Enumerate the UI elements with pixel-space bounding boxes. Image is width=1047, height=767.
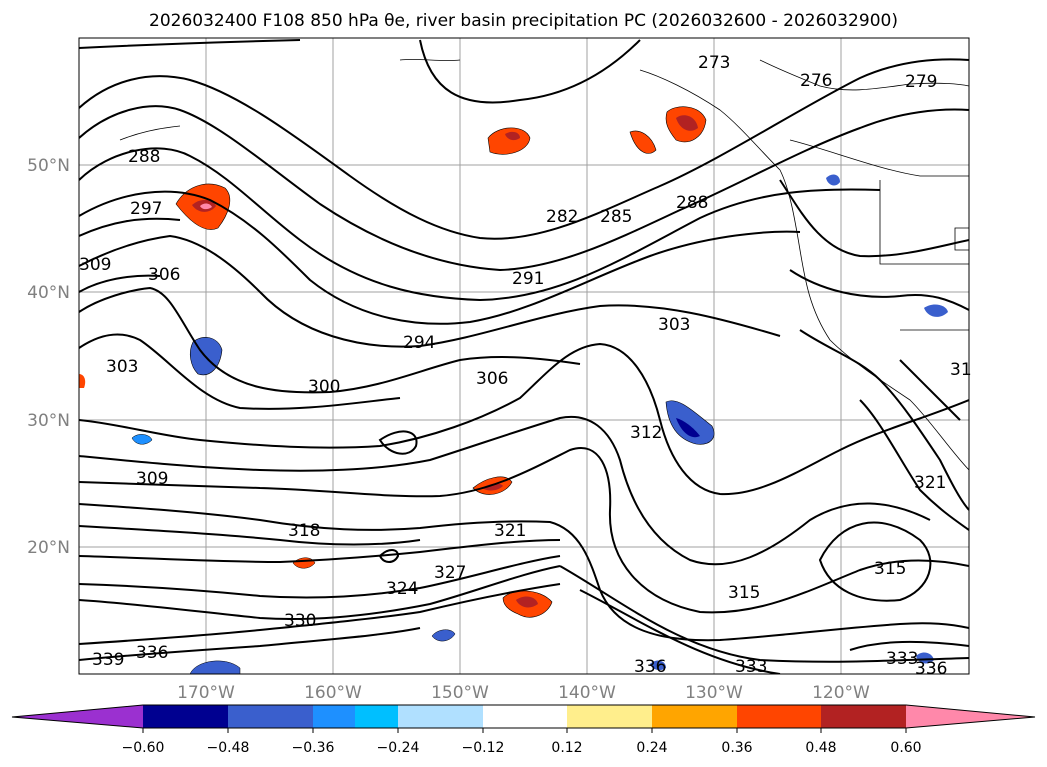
contour-label-273: 273 bbox=[698, 53, 730, 73]
colorbar-bin bbox=[567, 705, 652, 728]
coastlines bbox=[119, 59, 969, 471]
contour-label-315: 315 bbox=[728, 583, 760, 603]
contour-label-300: 300 bbox=[308, 377, 340, 397]
colorbar-tick-label: 0.24 bbox=[636, 740, 667, 756]
colorbar-bin bbox=[143, 705, 228, 728]
contour-label-318: 318 bbox=[288, 521, 320, 541]
colorbar-tick-label: −0.48 bbox=[207, 740, 250, 756]
colorbar-bin bbox=[313, 705, 355, 728]
contour-label-291: 291 bbox=[512, 269, 544, 289]
map-title: 2026032400 F108 850 hPa θe, river basin … bbox=[149, 11, 898, 31]
colorbar-extend-low bbox=[12, 705, 143, 728]
lon-label-150w: 150°W bbox=[431, 683, 489, 703]
lon-label-170w: 170°W bbox=[177, 683, 235, 703]
colorbar-tick-label: −0.24 bbox=[377, 740, 420, 756]
map-panel bbox=[79, 38, 969, 674]
colorbar-bin bbox=[398, 705, 483, 728]
map-frame bbox=[78, 37, 970, 675]
contour-label-336: 336 bbox=[136, 643, 168, 663]
lon-label-120w: 120°W bbox=[812, 683, 870, 703]
colorbar-extend-high bbox=[906, 705, 1035, 728]
colorbar-bin bbox=[737, 705, 821, 728]
contour-label-31: 31 bbox=[950, 360, 972, 380]
contour-label-330: 330 bbox=[284, 611, 316, 631]
contour-label-285: 285 bbox=[600, 207, 632, 227]
lat-label-20n: 20°N bbox=[27, 538, 70, 558]
colorbar-tick-label: 0.36 bbox=[721, 740, 752, 756]
contour-label-333: 333 bbox=[735, 657, 767, 677]
contour-label-309: 309 bbox=[79, 255, 111, 275]
contour-label-327: 327 bbox=[434, 563, 466, 583]
contour-label-306b: 306 bbox=[476, 369, 508, 389]
lat-label-50n: 50°N bbox=[27, 156, 70, 176]
lat-label-40n: 40°N bbox=[27, 283, 70, 303]
colorbar-bin bbox=[652, 705, 737, 728]
contour-label-315b: 315 bbox=[874, 559, 906, 579]
lon-label-130w: 130°W bbox=[685, 683, 743, 703]
contour-label-288b: 288 bbox=[676, 193, 708, 213]
contour-label-339: 339 bbox=[92, 650, 124, 670]
colorbar-tick-label: −0.36 bbox=[292, 740, 335, 756]
colorbar-tick-label: 0.48 bbox=[805, 740, 836, 756]
contour-label-321: 321 bbox=[494, 521, 526, 541]
contour-label-297: 297 bbox=[130, 199, 162, 219]
theta-e-contours bbox=[79, 39, 969, 674]
contour-label-336c: 336 bbox=[915, 659, 947, 679]
colorbar-bin bbox=[821, 705, 906, 728]
contour-label-276: 276 bbox=[800, 71, 832, 91]
contour-label-312: 312 bbox=[630, 423, 662, 443]
contour-label-309b: 309 bbox=[136, 469, 168, 489]
contour-label-303b: 303 bbox=[658, 315, 690, 335]
contour-label-321b: 321 bbox=[914, 473, 946, 493]
colorbar: −0.60 −0.48 −0.36 −0.24 −0.12 0.12 0.24 … bbox=[11, 704, 1036, 756]
contour-label-333b: 333 bbox=[886, 649, 918, 669]
contour-label-288: 288 bbox=[128, 147, 160, 167]
contour-label-303: 303 bbox=[106, 357, 138, 377]
precip-shading bbox=[79, 106, 948, 674]
colorbar-tick-label: −0.60 bbox=[122, 740, 165, 756]
contour-label-324: 324 bbox=[386, 579, 418, 599]
contour-label-306: 306 bbox=[148, 265, 180, 285]
contour-label-279: 279 bbox=[905, 72, 937, 92]
contour-label-282: 282 bbox=[546, 207, 578, 227]
colorbar-tick-label: 0.12 bbox=[551, 740, 582, 756]
contour-label-294: 294 bbox=[403, 333, 435, 353]
contour-label-336b: 336 bbox=[634, 657, 666, 677]
longitude-labels: 170°W 160°W 150°W 140°W 130°W 120°W bbox=[177, 683, 870, 703]
latitude-labels: 50°N 40°N 30°N 20°N bbox=[27, 156, 70, 558]
colorbar-bin bbox=[355, 705, 398, 728]
colorbar-tick-label: −0.12 bbox=[462, 740, 505, 756]
colorbar-bin bbox=[483, 705, 567, 728]
colorbar-tick-label: 0.60 bbox=[890, 740, 921, 756]
lon-label-160w: 160°W bbox=[304, 683, 362, 703]
contour-label-layer: 273 276 279 288 297 309 306 303 282 285 … bbox=[79, 53, 972, 679]
lat-label-30n: 30°N bbox=[27, 411, 70, 431]
lon-label-140w: 140°W bbox=[558, 683, 616, 703]
colorbar-bin bbox=[228, 705, 313, 728]
